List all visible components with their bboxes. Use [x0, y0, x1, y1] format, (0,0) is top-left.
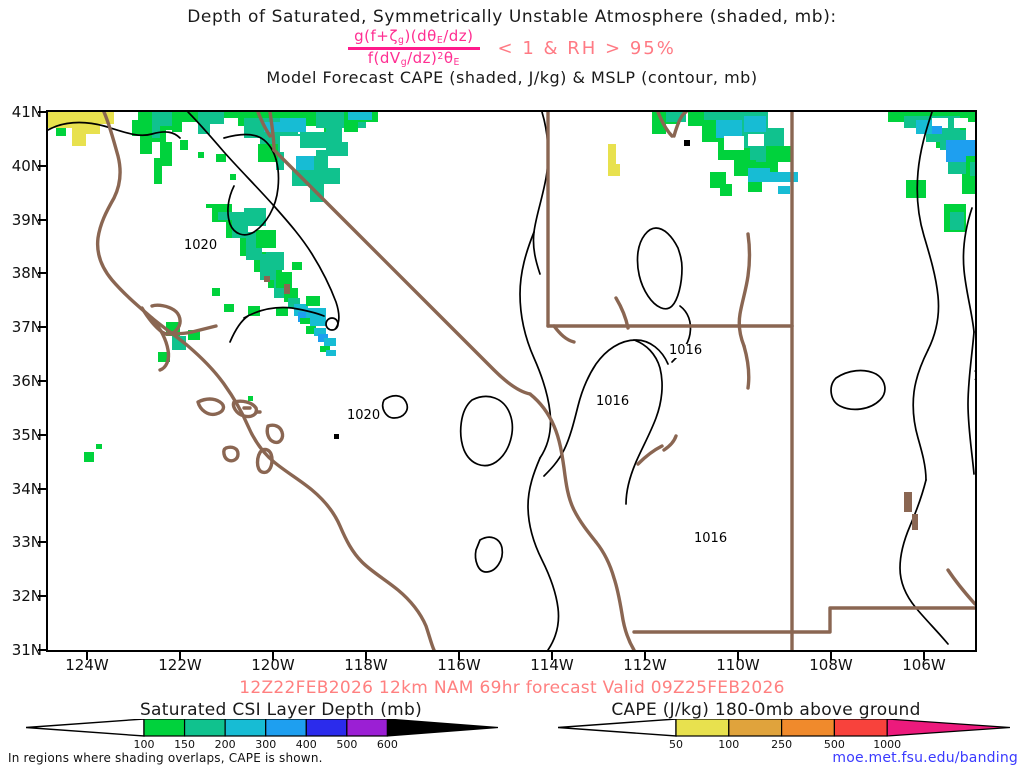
lon-tick-label: 116W: [437, 656, 481, 674]
shading-layer: [48, 112, 975, 462]
lat-tick-mark: [38, 541, 47, 544]
colorbar-tick-label: 500: [823, 738, 845, 751]
contour-label-layer: 1020102010161016101610121012: [48, 112, 975, 650]
colorbar-tick-label: 1000: [873, 738, 902, 751]
legend-right-title: CAPE (J/kg) 180-0mb above ground: [611, 700, 921, 720]
lon-tick-label: 122W: [158, 656, 202, 674]
lon-tick-label: 124W: [65, 656, 109, 674]
colorbar-graphic: [25, 718, 499, 737]
lon-tick-label: 114W: [530, 656, 574, 674]
colorbar-tick-label: 250: [771, 738, 793, 751]
colorbar-tick-label: 100: [133, 738, 155, 751]
contour-value-label: 1016: [668, 343, 704, 358]
contour-value-label: 1020: [346, 408, 382, 423]
lon-tick-mark: [737, 651, 739, 660]
contour-value-label: 1020: [183, 238, 219, 253]
colorbar-tick-label: 200: [214, 738, 236, 751]
source-url[interactable]: moe.met.fsu.edu/banding: [832, 750, 1018, 766]
page-title: Depth of Saturated, Symmetrically Unstab…: [187, 7, 837, 27]
forecast-valid-line: 12Z22FEB2026 12km NAM 69hr forecast Vali…: [239, 678, 785, 698]
lat-tick-label: 35N: [11, 425, 42, 444]
colorbar-graphic: [557, 718, 1011, 737]
colorbar-tick-label: 400: [295, 738, 317, 751]
subtitle: Model Forecast CAPE (shaded, J/kg) & MSL…: [266, 68, 758, 87]
title-block: Depth of Saturated, Symmetrically Unstab…: [0, 0, 1024, 87]
map-graphic: [48, 112, 975, 650]
lat-tick-mark: [38, 272, 47, 275]
lat-tick-mark: [38, 164, 47, 167]
lon-tick-label: 120W: [251, 656, 295, 674]
lon-tick-mark: [458, 651, 460, 660]
colorbar-tick-label: 600: [376, 738, 398, 751]
lat-tick-mark: [38, 649, 47, 651]
lon-tick-mark: [551, 651, 553, 660]
contour-value-label: 1016: [693, 531, 729, 546]
formula-numerator: g(f+ζg)(dθE/dz): [354, 27, 474, 47]
lat-tick-mark: [38, 111, 47, 113]
lat-tick-mark: [38, 595, 47, 598]
formula-inequality: < 1 & RH > 95%: [497, 37, 676, 59]
lon-tick-label: 118W: [344, 656, 388, 674]
colorbar-tick-label: 50: [669, 738, 683, 751]
lat-tick-label: 40N: [11, 156, 42, 175]
contour-value-label: 1012: [972, 370, 975, 384]
legend-left-colorbar[interactable]: 100 150 200 300 400 500 600: [25, 718, 499, 758]
state-boundaries: [95, 112, 975, 650]
lon-tick-mark: [365, 651, 367, 660]
lat-tick-label: 36N: [11, 372, 42, 390]
lon-tick-mark: [272, 651, 274, 660]
formula-fraction-bar: [348, 46, 480, 50]
legend-right-colorbar[interactable]: 50 100 250 500 1000: [557, 718, 1011, 758]
formula-denominator: f(dVg/dz)2θE: [367, 48, 460, 68]
lon-tick-mark: [923, 651, 925, 660]
lat-tick-label: 31N: [11, 641, 42, 659]
colorbar-tick-label: 500: [336, 738, 358, 751]
lon-tick-label: 108W: [809, 656, 853, 674]
formula-block: g(f+ζg)(dθE/dz) f(dVg/dz)2θE < 1 & RH > …: [0, 29, 1024, 67]
lat-tick-mark: [38, 380, 47, 382]
lon-tick-mark: [179, 651, 181, 660]
colorbar-tick-label: 300: [255, 738, 277, 751]
lat-tick-mark: [38, 433, 47, 436]
mslp-contours: [48, 112, 975, 650]
lat-tick-label: 37N: [11, 318, 42, 337]
colorbar-tick-label: 150: [174, 738, 196, 751]
lat-tick-label: 33N: [11, 533, 42, 552]
lon-tick-mark: [86, 651, 88, 660]
lat-tick-label: 41N: [11, 103, 42, 121]
lon-tick-mark: [644, 651, 646, 660]
legend-left-title: Saturated CSI Layer Depth (mb): [139, 700, 423, 720]
lon-tick-label: 106W: [902, 656, 946, 674]
lat-tick-label: 32N: [11, 587, 42, 606]
lat-tick-mark: [38, 487, 47, 490]
overlap-note: In regions where shading overlaps, CAPE …: [8, 751, 323, 765]
lat-tick-mark: [38, 218, 47, 221]
lon-tick-mark: [830, 651, 832, 660]
lat-tick-mark: [38, 326, 47, 329]
contour-value-label: 1016: [595, 394, 631, 409]
colorbar-tick-label: 100: [718, 738, 740, 751]
lon-tick-label: 110W: [716, 656, 760, 674]
formula-fraction: g(f+ζg)(dθE/dz) f(dVg/dz)2θE: [348, 27, 480, 68]
lat-tick-label: 39N: [11, 210, 42, 229]
lat-tick-label: 34N: [11, 479, 42, 498]
map-plot-area[interactable]: 1020102010161016101610121012: [46, 110, 977, 652]
lat-tick-label: 38N: [11, 264, 42, 283]
lon-tick-label: 112W: [623, 656, 667, 674]
